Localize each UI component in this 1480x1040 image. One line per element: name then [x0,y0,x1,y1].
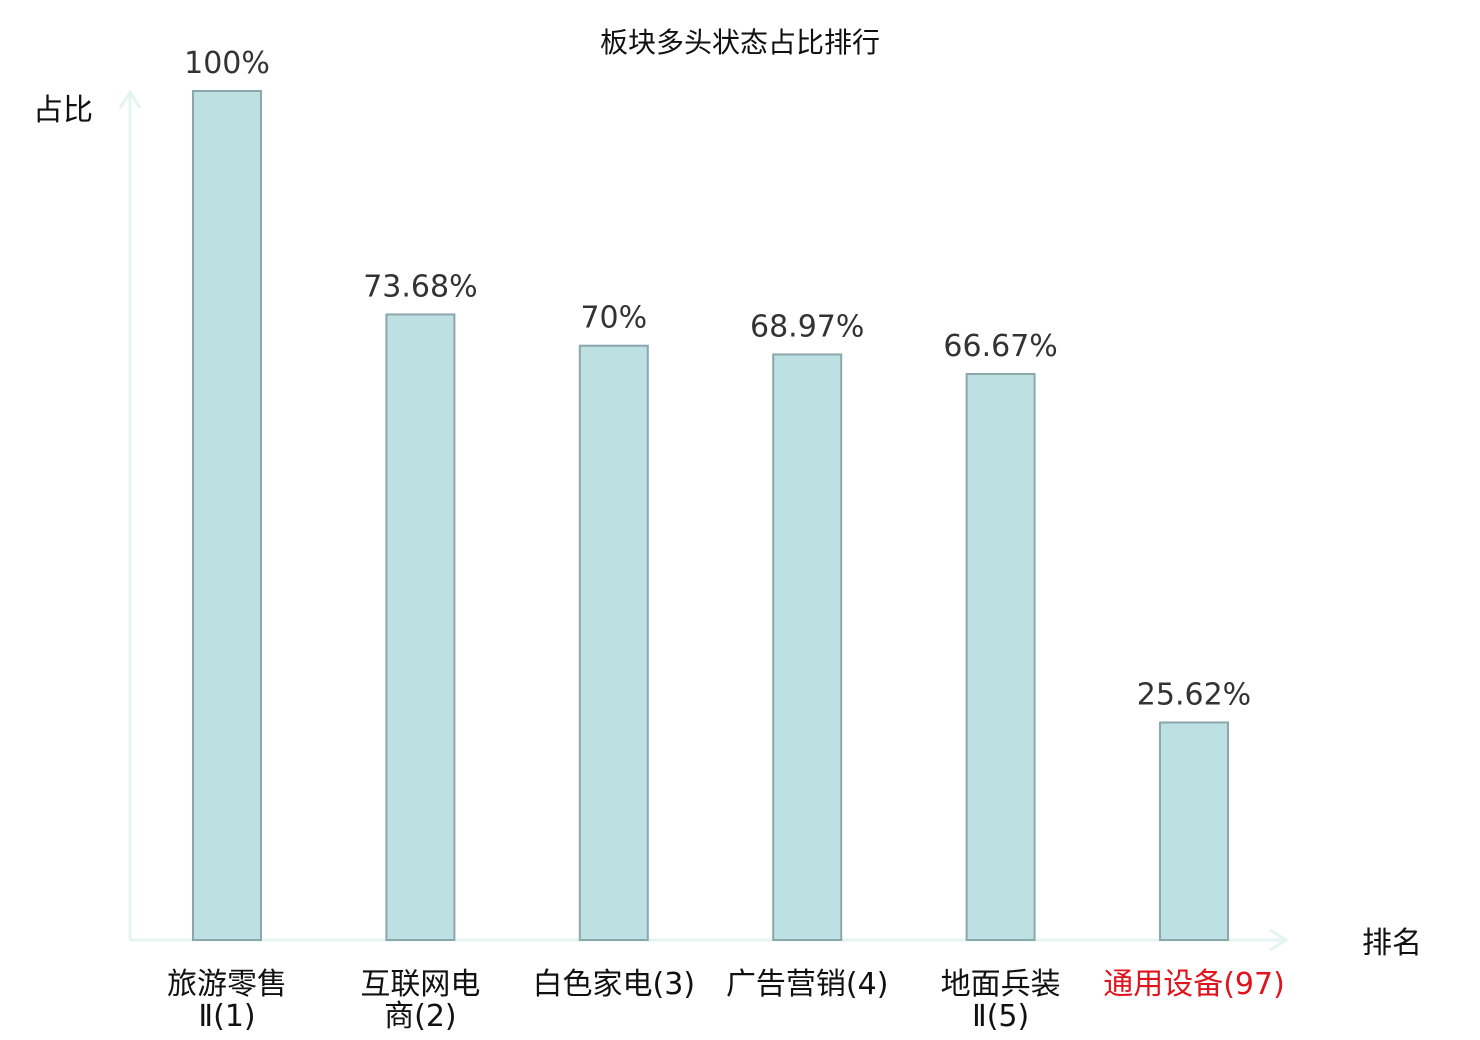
category-label-2-line-1: 互联网电 [360,967,480,1002]
category-label-5-line-1: 地面兵装 [941,967,1061,1002]
category-label-1-line-1: 旅游零售 [167,967,287,1002]
bar-2 [385,313,456,941]
bars-group [192,90,1229,942]
category-labels-group: 旅游零售 Ⅱ(1) 互联网电商(2) 白色家电(3) 广告营销(4) 地面兵装 Ⅱ(5) 通用… [167,967,1285,1034]
category-label-6: 通用设备(97) [1103,967,1285,1002]
category-label-3: 白色家电(3) [533,967,696,1002]
category-label-5: 地面兵装 Ⅱ(5) [941,967,1061,1034]
x-axis-label: 排名 [1362,926,1422,961]
x-axis [130,928,1289,952]
chart-title: 板块多头状态占比排行 [600,26,880,59]
value-label-5: 66.67% [943,329,1057,364]
bar-3 [578,344,649,941]
value-labels-group: 100% 73.68% 70% 68.97% 66.67% 25.62% [184,46,1251,712]
value-label-3: 70% [580,301,647,336]
value-label-4: 68.97% [750,309,864,344]
bar-4 [772,353,843,941]
bar-5 [965,372,1036,942]
y-axis [118,89,142,940]
value-label-2: 73.68% [363,269,477,304]
x-axis-arrow [1269,928,1289,952]
category-label-1-line-2: Ⅱ(1) [198,999,255,1034]
bar-1 [192,90,262,941]
category-label-2: 互联网电商(2) [360,967,480,1034]
y-axis-label: 占比 [33,93,93,128]
category-label-3-line-1: 白色家电(3) [533,967,696,1002]
y-axis-arrow [118,89,142,109]
category-label-4-line-1: 广告营销(4) [726,967,889,1002]
category-label-2-line-2: 商(2) [384,999,457,1034]
value-label-6: 25.62% [1137,677,1251,712]
category-label-1: 旅游零售 Ⅱ(1) [167,967,287,1034]
value-label-1: 100% [184,46,270,81]
bar-6 [1159,721,1229,941]
category-label-5-line-2: Ⅱ(5) [972,999,1029,1034]
category-label-4: 广告营销(4) [726,967,889,1002]
category-label-6-line-1: 通用设备(97) [1103,967,1285,1002]
